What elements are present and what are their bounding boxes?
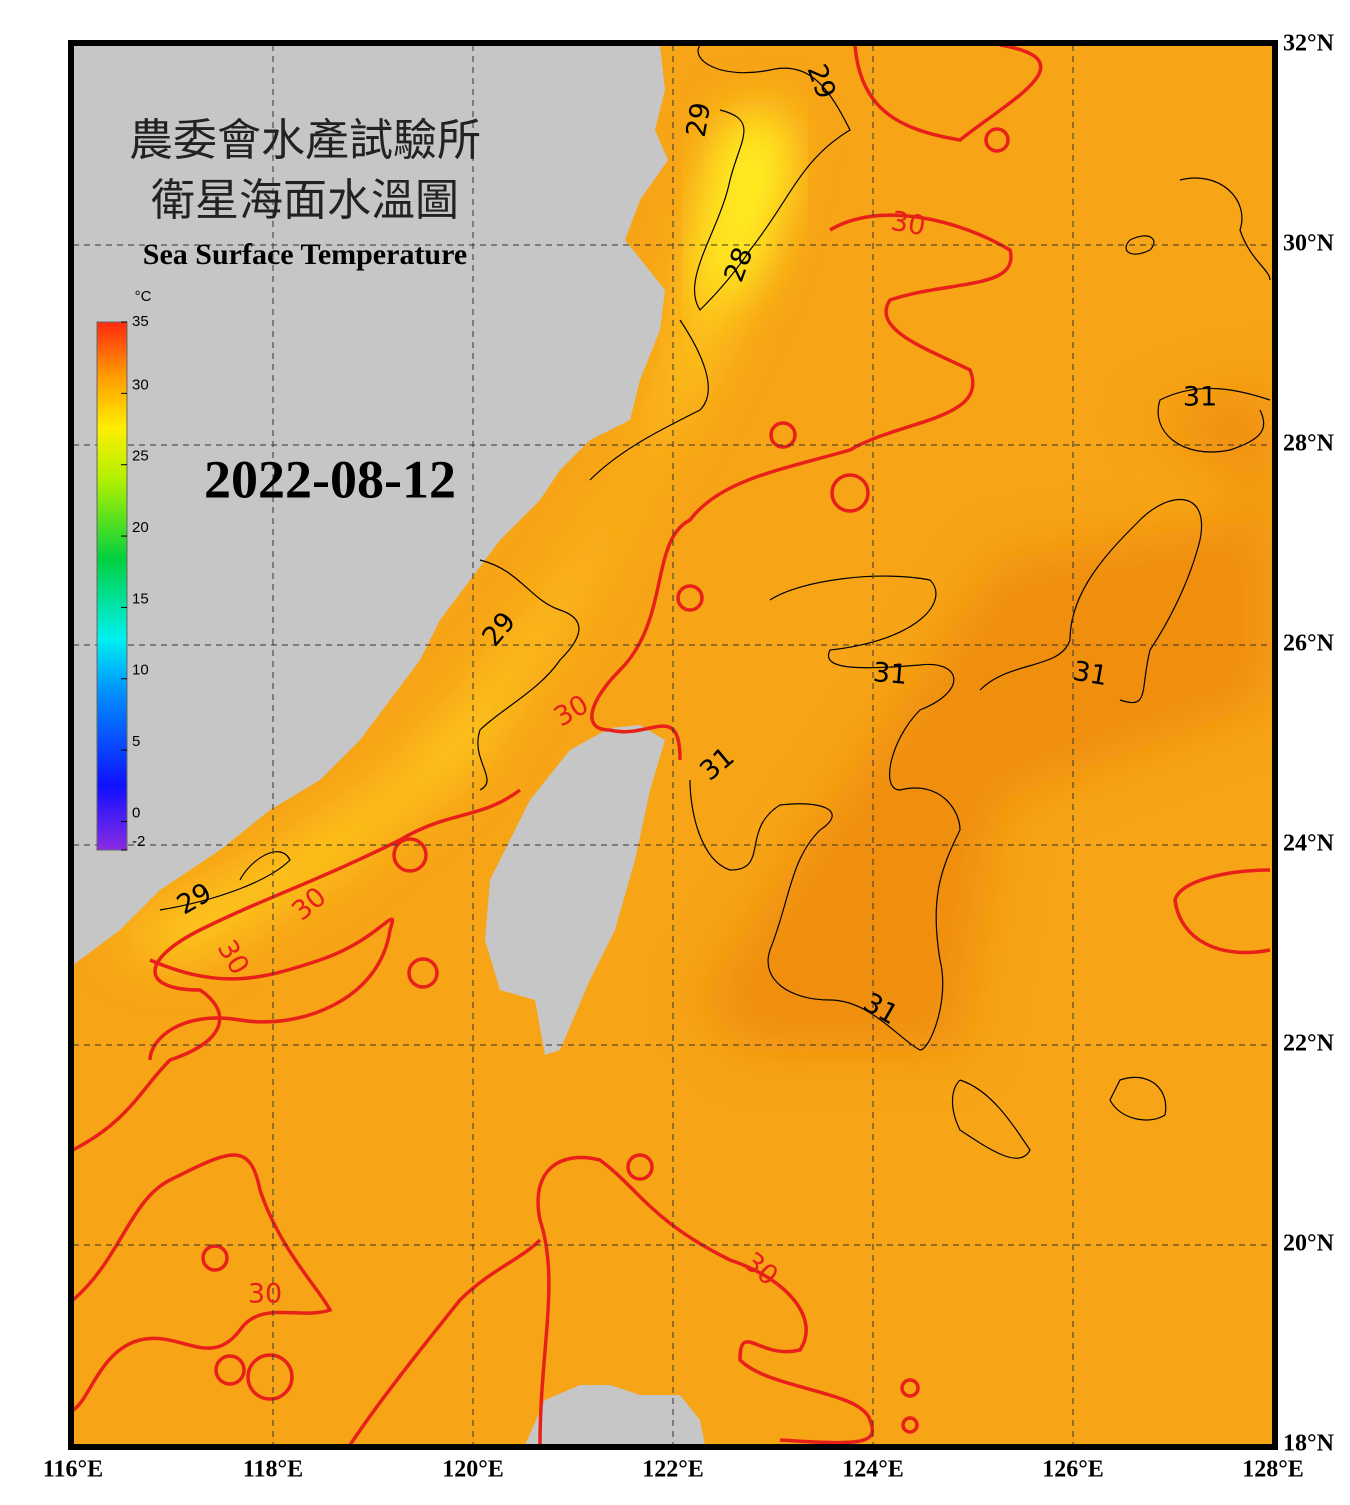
contour-label: 30 bbox=[248, 1279, 282, 1310]
contour-label: 31 bbox=[1183, 382, 1217, 413]
y-tick-label: 26°N bbox=[1283, 631, 1335, 657]
x-tick-label: 116°E bbox=[43, 1457, 103, 1483]
y-tick-label: 28°N bbox=[1283, 431, 1335, 457]
land-china bbox=[73, 45, 668, 965]
contour-label: 30 bbox=[889, 206, 928, 242]
x-tick-label: 120°E bbox=[442, 1457, 504, 1483]
contour-label: 29 bbox=[681, 100, 717, 139]
x-tick-label: 126°E bbox=[1042, 1457, 1104, 1483]
map-frame bbox=[68, 40, 1278, 1450]
title-en: Sea Surface Temperature bbox=[143, 238, 467, 271]
contour-30 bbox=[73, 45, 1271, 1445]
cold-upwelling bbox=[700, 110, 790, 300]
colorbar-tick-label: 10 bbox=[132, 662, 149, 679]
colorbar-tick-label: 25 bbox=[132, 448, 149, 465]
y-tick-label: 22°N bbox=[1283, 1031, 1335, 1057]
y-tick-label: 20°N bbox=[1283, 1231, 1335, 1257]
colorbar-tick-label: 35 bbox=[132, 313, 149, 330]
grid bbox=[73, 45, 1273, 1445]
colorbar-tick-label: 15 bbox=[132, 590, 149, 607]
y-tick-label: 24°N bbox=[1283, 831, 1335, 857]
x-tick-label: 128°E bbox=[1242, 1457, 1304, 1483]
colorbar-tick-label: 0 bbox=[132, 804, 140, 821]
warm-water bbox=[700, 380, 1270, 1050]
land-luzon bbox=[525, 1385, 705, 1445]
colorbar-tick-label: 20 bbox=[132, 519, 149, 536]
contour-label: 31 bbox=[872, 657, 909, 691]
colorbar-tick-label: -2 bbox=[132, 833, 145, 850]
colorbar-unit: °C bbox=[135, 288, 152, 305]
y-tick-label: 18°N bbox=[1283, 1431, 1335, 1457]
colorbar-tick-label: 5 bbox=[132, 733, 140, 750]
contour-thin bbox=[159, 45, 1271, 1159]
contour-label: 31 bbox=[1071, 656, 1110, 692]
subtitle-zh: 衛星海面水溫圖 bbox=[151, 176, 459, 225]
x-tick-label: 118°E bbox=[243, 1457, 303, 1483]
x-tick-label: 122°E bbox=[642, 1457, 704, 1483]
colorbar bbox=[96, 321, 128, 851]
x-tick-label: 124°E bbox=[842, 1457, 904, 1483]
date: 2022-08-12 bbox=[204, 449, 456, 509]
colorbar-tick-label: 30 bbox=[132, 376, 149, 393]
land-taiwan bbox=[485, 725, 665, 1055]
y-tick-label: 32°N bbox=[1283, 31, 1335, 57]
y-tick-label: 30°N bbox=[1283, 231, 1335, 257]
title-zh: 農委會水產試驗所 bbox=[129, 116, 481, 165]
